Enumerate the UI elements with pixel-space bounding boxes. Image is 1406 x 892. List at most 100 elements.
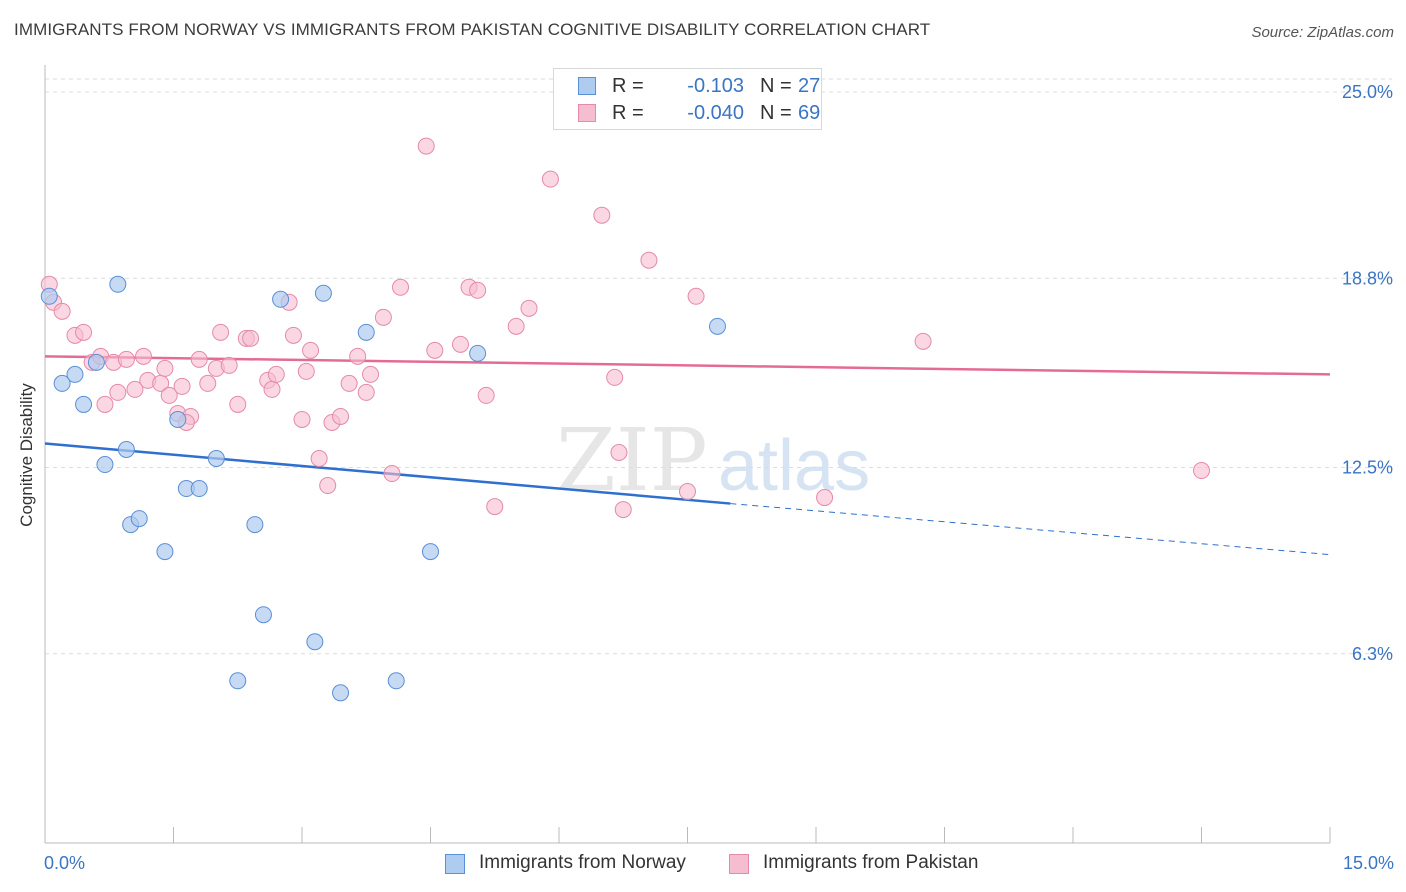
- pakistan-point: [349, 347, 367, 365]
- pakistan-swatch: [578, 104, 596, 122]
- x-tick-label-max: 15.0%: [1342, 853, 1394, 873]
- pakistan-point: [606, 368, 624, 386]
- norway-point: [53, 374, 71, 392]
- legend-n-label: N =: [760, 102, 792, 124]
- pakistan-point: [914, 332, 932, 350]
- norway-point: [387, 672, 405, 690]
- norway-points: [40, 275, 726, 702]
- norway-point: [357, 323, 375, 341]
- legend-r-label: R =: [612, 102, 644, 124]
- pakistan-point: [173, 377, 191, 395]
- norway-point: [109, 275, 127, 293]
- pakistan-points: [40, 110, 1210, 519]
- norway-point: [130, 510, 148, 528]
- source-label: Source: ZipAtlas.com: [1251, 24, 1394, 41]
- pakistan-point: [284, 326, 302, 344]
- pakistan-point: [229, 395, 247, 413]
- pakistan-point: [293, 410, 311, 428]
- x-tick-label-min: 0.0%: [44, 853, 86, 873]
- norway-point: [207, 450, 225, 468]
- pakistan-legend-swatch: [729, 854, 749, 874]
- pakistan-point: [109, 383, 127, 401]
- legend-r-label: R =: [612, 75, 644, 97]
- pakistan-point: [357, 383, 375, 401]
- pakistan-point: [374, 308, 392, 326]
- norway-point: [708, 317, 726, 335]
- pakistan-point: [263, 380, 281, 398]
- legend-n-value-norway: 27: [798, 75, 821, 97]
- norway-point: [229, 672, 247, 690]
- y-tick-label: 25.0%: [1342, 82, 1393, 102]
- pakistan-point: [220, 356, 238, 374]
- pakistan-point: [96, 395, 114, 413]
- pakistan-point: [267, 365, 285, 383]
- pakistan-point: [417, 137, 435, 155]
- legend-n-value-pakistan: 69: [798, 102, 821, 124]
- pakistan-point: [242, 329, 260, 347]
- pakistan-point: [679, 483, 696, 501]
- norway-point: [272, 290, 290, 308]
- norway-point: [332, 684, 350, 702]
- pakistan-point: [160, 386, 178, 404]
- norway-legend-label: Immigrants from Norway: [479, 852, 686, 873]
- pakistan-point: [135, 347, 153, 365]
- pakistan-point: [190, 350, 208, 368]
- pakistan-point: [593, 206, 611, 224]
- y-tick-label: 6.3%: [1352, 644, 1393, 664]
- pakistan-point: [340, 374, 358, 392]
- pakistan-point: [640, 251, 658, 269]
- pakistan-point: [319, 477, 337, 495]
- y-tick-label: 18.8%: [1342, 268, 1393, 288]
- norway-point: [190, 480, 208, 498]
- pakistan-point: [362, 365, 380, 383]
- pakistan-point: [383, 465, 401, 483]
- pakistan-point: [614, 501, 632, 519]
- pakistan-point: [332, 407, 350, 425]
- pakistan-point: [199, 374, 217, 392]
- chart-title: IMMIGRANTS FROM NORWAY VS IMMIGRANTS FRO…: [14, 20, 931, 39]
- pakistan-point: [520, 299, 538, 317]
- norway-point: [469, 344, 487, 362]
- pakistan-point: [426, 341, 444, 359]
- pakistan-point: [53, 302, 71, 320]
- norway-point: [169, 410, 187, 428]
- pakistan-point: [1193, 462, 1210, 480]
- pakistan-point: [212, 323, 230, 341]
- norway-point: [156, 543, 174, 561]
- legend-r-value-norway: -0.103: [687, 75, 744, 97]
- norway-point: [40, 287, 58, 305]
- norway-point: [246, 516, 264, 534]
- pakistan-point: [297, 362, 315, 380]
- norway-trend-extension: [730, 503, 1331, 556]
- pakistan-point: [816, 489, 834, 507]
- norway-point: [96, 456, 114, 474]
- norway-point: [306, 633, 324, 651]
- pakistan-legend-label: Immigrants from Pakistan: [763, 852, 979, 873]
- correlation-legend: R = -0.103 N = 27 R = -0.040 N = 69: [553, 68, 822, 130]
- pakistan-point: [610, 443, 628, 461]
- norway-swatch: [578, 77, 596, 95]
- pakistan-trend-line: [44, 355, 1331, 376]
- pakistan-point: [75, 323, 93, 341]
- pakistan-point: [486, 498, 504, 516]
- norway-point: [75, 395, 93, 413]
- pakistan-point: [117, 350, 135, 368]
- norway-point: [66, 365, 84, 383]
- pakistan-point: [156, 359, 174, 377]
- norway-point: [254, 606, 272, 624]
- norway-point: [422, 543, 439, 561]
- norway-legend-swatch: [445, 854, 465, 874]
- legend-n-label: N =: [760, 75, 792, 97]
- y-tick-label: 12.5%: [1342, 458, 1393, 478]
- pakistan-point: [687, 287, 705, 305]
- axes: [44, 65, 1331, 844]
- norway-point: [117, 440, 135, 458]
- norway-point: [87, 353, 105, 371]
- pakistan-point: [469, 281, 487, 299]
- watermark-atlas: atlas: [718, 426, 870, 506]
- norway-point: [314, 284, 332, 302]
- legend-r-value-pakistan: -0.040: [687, 102, 744, 124]
- pakistan-point: [302, 341, 320, 359]
- pakistan-point: [451, 335, 469, 353]
